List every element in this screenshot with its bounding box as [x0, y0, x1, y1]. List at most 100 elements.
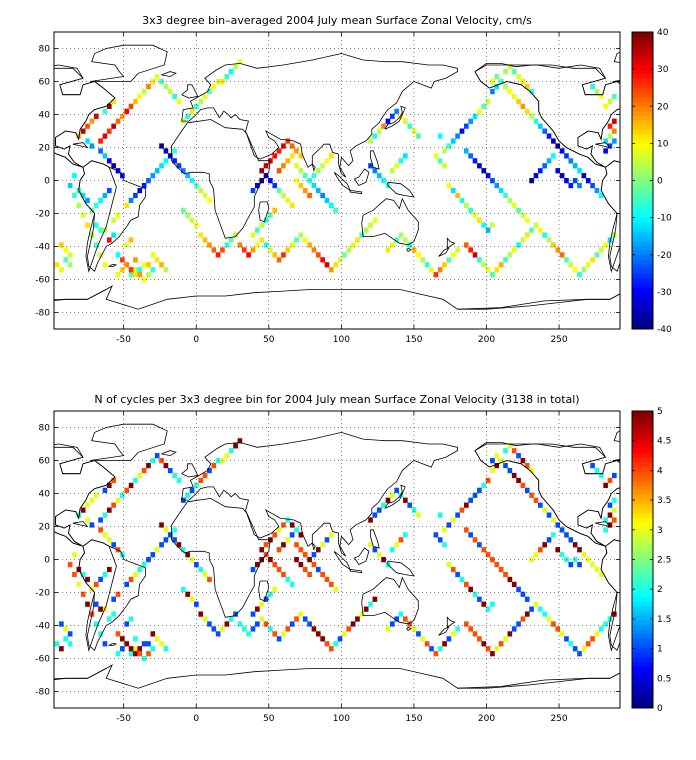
- bin-cell: [120, 257, 125, 263]
- bin-cell: [529, 606, 534, 612]
- bin-cell: [538, 227, 543, 233]
- bin-cell: [67, 252, 73, 258]
- bin-cell: [542, 128, 548, 134]
- bin-cell: [93, 581, 99, 588]
- bin-cell: [180, 168, 186, 174]
- colorbar-swatch: [632, 231, 653, 237]
- bin-cell: [564, 257, 569, 263]
- colorbar-swatch: [632, 661, 653, 667]
- bin-cell: [289, 581, 295, 588]
- bin-cell: [442, 641, 447, 647]
- bin-cell: [551, 138, 556, 144]
- bin-cell: [315, 566, 321, 573]
- bin-cell: [603, 527, 608, 533]
- bin-cell: [407, 242, 413, 248]
- bin-cell: [424, 641, 430, 647]
- bin-cell: [516, 621, 521, 627]
- bin-cell: [555, 247, 561, 253]
- bin-cell: [150, 267, 156, 273]
- bin-cell: [98, 197, 103, 204]
- colorbar-swatch: [632, 545, 653, 551]
- bin-cell: [485, 606, 491, 612]
- colorbar-swatch: [632, 615, 653, 621]
- bin-cell: [163, 267, 169, 273]
- bin-cell: [141, 641, 147, 647]
- bin-cell: [429, 267, 434, 273]
- bin-cell: [128, 482, 134, 489]
- bin-cell: [111, 163, 116, 169]
- bin-cell: [511, 69, 517, 75]
- bin-cell: [268, 212, 273, 218]
- bin-cell: [529, 467, 534, 474]
- bin-cell: [590, 462, 595, 469]
- coastline: [107, 643, 117, 646]
- y-tick-label: 60: [39, 78, 51, 88]
- cycles-coastlines: [54, 423, 620, 689]
- coastline: [181, 463, 199, 478]
- colorbar-swatch: [632, 429, 653, 435]
- colorbar-swatch: [632, 573, 653, 579]
- bin-cell: [398, 611, 404, 617]
- bin-cell: [67, 182, 73, 189]
- bin-cell: [546, 237, 552, 243]
- bin-cell: [368, 542, 373, 548]
- bin-cell: [607, 133, 613, 139]
- bin-cell: [159, 522, 164, 528]
- bin-cell: [507, 64, 513, 70]
- bin-cell: [416, 512, 421, 518]
- bin-cell: [520, 237, 526, 243]
- bin-cell: [115, 118, 121, 124]
- bin-cell: [533, 497, 539, 503]
- y-tick-label: -80: [35, 309, 50, 319]
- bin-cell: [494, 462, 500, 469]
- y-tick-label: 0: [44, 556, 50, 566]
- bin-cell: [437, 512, 443, 518]
- bin-cell: [137, 651, 143, 657]
- bin-cell: [207, 88, 212, 95]
- bin-cell: [133, 571, 138, 578]
- colorbar-swatch: [632, 471, 653, 477]
- bin-cell: [450, 138, 456, 144]
- bin-cell: [93, 222, 99, 228]
- bin-cell: [228, 448, 234, 454]
- coastline: [171, 119, 271, 239]
- bin-cell: [154, 547, 160, 553]
- bin-cell: [281, 631, 286, 637]
- bin-cell: [285, 197, 291, 204]
- colorbar-swatch: [632, 605, 653, 611]
- bin-cell: [106, 237, 112, 243]
- colorbar-swatch: [632, 596, 653, 602]
- bin-cell: [420, 257, 426, 263]
- velocity-title: 3x3 degree bin–averaged 2004 July mean S…: [142, 14, 532, 27]
- bin-cell: [211, 247, 217, 253]
- bin-cell: [194, 182, 199, 189]
- bin-cell: [555, 626, 561, 632]
- colorbar-swatch: [632, 175, 653, 181]
- bin-cell: [189, 217, 195, 223]
- bin-cell: [146, 641, 151, 647]
- bin-cell: [93, 601, 99, 607]
- bin-cell: [490, 458, 495, 464]
- colorbar-swatch: [632, 50, 653, 56]
- bin-cell: [490, 651, 495, 657]
- bin-cell: [111, 477, 116, 484]
- bin-cell: [102, 532, 108, 538]
- bin-cell: [498, 262, 504, 268]
- bin-cell: [63, 626, 69, 632]
- colorbar-swatch: [632, 41, 653, 47]
- cycles-y-ticks: 80 60 40 20 0 -20 -40 -60 -80: [35, 424, 620, 698]
- bin-cell: [59, 267, 64, 273]
- coastline: [361, 576, 419, 625]
- bin-cell: [111, 502, 116, 508]
- bin-cell: [394, 616, 399, 622]
- y-tick-label: -60: [35, 655, 50, 665]
- bin-cell: [154, 257, 160, 263]
- bin-cell: [572, 267, 578, 273]
- bin-cell: [529, 88, 534, 95]
- bin-cell: [612, 138, 617, 144]
- bin-cell: [207, 197, 212, 204]
- bin-cell: [503, 257, 508, 263]
- bin-cell: [128, 576, 134, 583]
- colorbar-swatch: [632, 148, 653, 154]
